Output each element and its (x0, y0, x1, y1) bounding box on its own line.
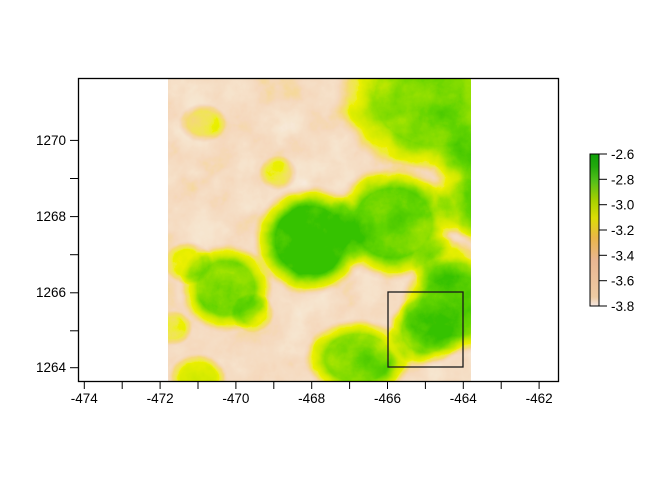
svg-text:1266: 1266 (36, 285, 66, 300)
svg-text:-462: -462 (526, 391, 553, 406)
svg-text:-464: -464 (450, 391, 478, 406)
svg-text:-3.4: -3.4 (611, 248, 635, 263)
svg-text:-3.8: -3.8 (611, 299, 634, 314)
svg-text:1270: 1270 (36, 133, 66, 148)
svg-text:-3.6: -3.6 (611, 274, 634, 289)
svg-text:-2.8: -2.8 (611, 172, 634, 187)
svg-text:-3.0: -3.0 (611, 198, 634, 213)
svg-text:-468: -468 (298, 391, 325, 406)
svg-text:1268: 1268 (36, 209, 66, 224)
svg-text:-2.6: -2.6 (611, 147, 634, 162)
svg-text:-470: -470 (222, 391, 249, 406)
svg-text:-3.2: -3.2 (611, 223, 634, 238)
svg-text:-474: -474 (71, 391, 99, 406)
svg-text:-466: -466 (374, 391, 401, 406)
svg-text:1264: 1264 (36, 360, 67, 375)
svg-text:-472: -472 (147, 391, 174, 406)
